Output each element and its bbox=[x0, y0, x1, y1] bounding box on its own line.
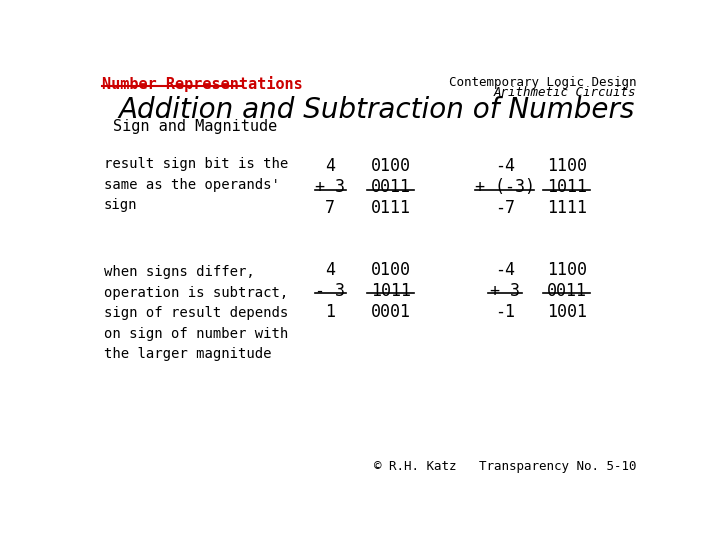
Text: Arithmetic Circuits: Arithmetic Circuits bbox=[494, 86, 636, 99]
Text: Contemporary Logic Design: Contemporary Logic Design bbox=[449, 76, 636, 89]
Text: 1100: 1100 bbox=[546, 157, 587, 175]
Text: 1: 1 bbox=[325, 303, 336, 321]
Text: -1: -1 bbox=[495, 303, 515, 321]
Text: when signs differ,
operation is subtract,
sign of result depends
on sign of numb: when signs differ, operation is subtract… bbox=[104, 265, 288, 361]
Text: result sign bit is the
same as the operands'
sign: result sign bit is the same as the opera… bbox=[104, 157, 288, 212]
Text: + 3: + 3 bbox=[490, 282, 520, 300]
Text: - 3: - 3 bbox=[315, 282, 346, 300]
Text: 0011: 0011 bbox=[371, 178, 410, 196]
Text: 4: 4 bbox=[325, 261, 336, 279]
Text: 0100: 0100 bbox=[371, 157, 410, 175]
Text: Number Representations: Number Representations bbox=[102, 76, 302, 92]
Text: 1100: 1100 bbox=[546, 261, 587, 279]
Text: 7: 7 bbox=[325, 199, 336, 217]
Text: 0111: 0111 bbox=[371, 199, 410, 217]
Text: -7: -7 bbox=[495, 199, 515, 217]
Text: 1001: 1001 bbox=[546, 303, 587, 321]
Text: 1011: 1011 bbox=[546, 178, 587, 196]
Text: 0001: 0001 bbox=[371, 303, 410, 321]
Text: -4: -4 bbox=[495, 157, 515, 175]
Text: 1011: 1011 bbox=[371, 282, 410, 300]
Text: 0100: 0100 bbox=[371, 261, 410, 279]
Text: Addition and Subtraction of Numbers: Addition and Subtraction of Numbers bbox=[119, 96, 635, 124]
Text: -4: -4 bbox=[495, 261, 515, 279]
Text: 0011: 0011 bbox=[546, 282, 587, 300]
Text: © R.H. Katz   Transparency No. 5-10: © R.H. Katz Transparency No. 5-10 bbox=[374, 460, 636, 473]
Text: 1111: 1111 bbox=[546, 199, 587, 217]
Text: Sign and Magnitude: Sign and Magnitude bbox=[113, 119, 277, 134]
Text: + 3: + 3 bbox=[315, 178, 346, 196]
Text: 4: 4 bbox=[325, 157, 336, 175]
Text: + (-3): + (-3) bbox=[474, 178, 535, 196]
